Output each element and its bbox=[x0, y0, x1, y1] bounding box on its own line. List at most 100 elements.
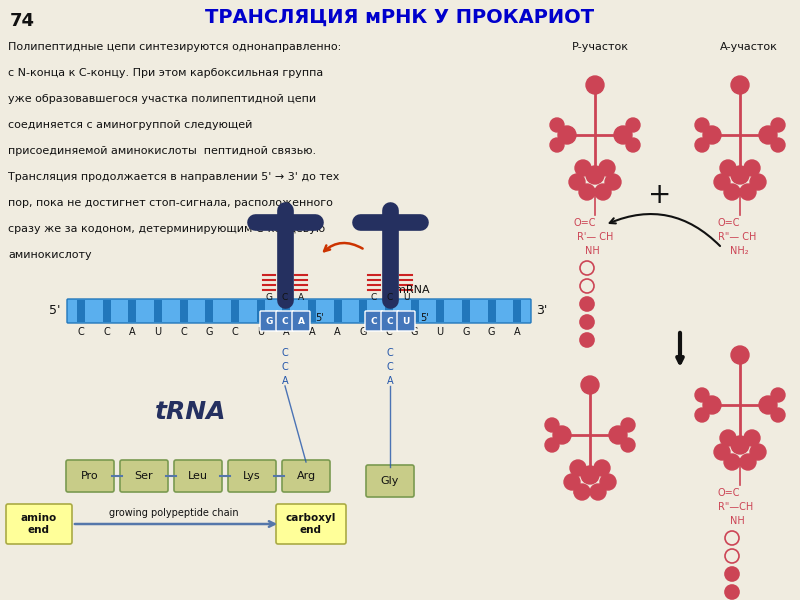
Bar bbox=[513, 300, 521, 322]
Text: NH: NH bbox=[730, 516, 745, 526]
Circle shape bbox=[750, 174, 766, 190]
Bar bbox=[410, 300, 418, 322]
Circle shape bbox=[731, 436, 749, 454]
Circle shape bbox=[550, 138, 564, 152]
Text: G: G bbox=[266, 317, 273, 325]
Text: U: U bbox=[437, 327, 444, 337]
Text: A: A bbox=[283, 327, 290, 337]
Circle shape bbox=[621, 438, 635, 452]
Text: O: O bbox=[591, 188, 599, 198]
Circle shape bbox=[581, 466, 599, 484]
Text: OH: OH bbox=[573, 488, 591, 498]
Text: A: A bbox=[386, 376, 394, 386]
Circle shape bbox=[570, 460, 586, 476]
Text: A: A bbox=[334, 327, 341, 337]
Text: C: C bbox=[386, 362, 394, 372]
Circle shape bbox=[600, 474, 616, 490]
Circle shape bbox=[705, 398, 719, 412]
Text: tRNA: tRNA bbox=[155, 400, 226, 424]
Text: 5': 5' bbox=[315, 313, 324, 323]
FancyBboxPatch shape bbox=[381, 311, 399, 331]
FancyBboxPatch shape bbox=[260, 311, 278, 331]
Circle shape bbox=[558, 126, 576, 144]
Circle shape bbox=[594, 460, 610, 476]
Circle shape bbox=[703, 396, 721, 414]
Text: 3': 3' bbox=[536, 304, 547, 317]
Text: C: C bbox=[282, 317, 288, 325]
Text: соединяется с аминогруппой следующей: соединяется с аминогруппой следующей bbox=[8, 120, 252, 130]
Text: Pro: Pro bbox=[81, 471, 99, 481]
Text: O: O bbox=[736, 458, 744, 468]
Text: R"— CH: R"— CH bbox=[718, 232, 756, 242]
Text: C: C bbox=[387, 293, 393, 302]
Text: A: A bbox=[298, 293, 304, 302]
Circle shape bbox=[759, 126, 777, 144]
FancyBboxPatch shape bbox=[228, 460, 276, 492]
Text: Leu: Leu bbox=[188, 471, 208, 481]
Bar bbox=[77, 300, 85, 322]
Bar bbox=[102, 300, 110, 322]
Circle shape bbox=[761, 128, 775, 142]
Circle shape bbox=[720, 430, 736, 446]
Text: C: C bbox=[78, 327, 84, 337]
Circle shape bbox=[720, 160, 736, 176]
FancyBboxPatch shape bbox=[120, 460, 168, 492]
Bar bbox=[179, 300, 187, 322]
Circle shape bbox=[732, 167, 748, 183]
Circle shape bbox=[771, 408, 785, 422]
Circle shape bbox=[553, 426, 571, 444]
Circle shape bbox=[705, 128, 719, 142]
FancyBboxPatch shape bbox=[67, 299, 531, 323]
Circle shape bbox=[545, 438, 559, 452]
Text: G: G bbox=[462, 327, 470, 337]
Bar bbox=[154, 300, 162, 322]
Circle shape bbox=[761, 398, 775, 412]
Circle shape bbox=[574, 484, 590, 500]
FancyBboxPatch shape bbox=[6, 504, 72, 544]
Text: A: A bbox=[514, 327, 521, 337]
Text: 5': 5' bbox=[420, 313, 429, 323]
Circle shape bbox=[580, 297, 594, 311]
Text: carboxyl
end: carboxyl end bbox=[286, 513, 336, 535]
Text: mRNA: mRNA bbox=[395, 285, 430, 295]
Circle shape bbox=[695, 408, 709, 422]
Bar bbox=[282, 300, 290, 322]
FancyBboxPatch shape bbox=[66, 460, 114, 492]
Text: сразу же за кодоном, детерминирующим С-концевую: сразу же за кодоном, детерминирующим С-к… bbox=[8, 224, 325, 234]
Bar bbox=[205, 300, 213, 322]
FancyBboxPatch shape bbox=[397, 311, 415, 331]
Text: уже образовавшегося участка полипептидной цепи: уже образовавшегося участка полипептидно… bbox=[8, 94, 316, 104]
Bar bbox=[487, 300, 495, 322]
Circle shape bbox=[590, 484, 606, 500]
Circle shape bbox=[614, 126, 632, 144]
Circle shape bbox=[744, 160, 760, 176]
Circle shape bbox=[740, 184, 756, 200]
Text: A: A bbox=[282, 376, 288, 386]
FancyBboxPatch shape bbox=[292, 311, 310, 331]
Text: U: U bbox=[257, 327, 264, 337]
Text: C: C bbox=[231, 327, 238, 337]
Circle shape bbox=[771, 388, 785, 402]
Text: Трансляция продолжается в направлении 5' → 3' до тех: Трансляция продолжается в направлении 5'… bbox=[8, 172, 339, 182]
Circle shape bbox=[616, 128, 630, 142]
Circle shape bbox=[714, 444, 730, 460]
Circle shape bbox=[695, 118, 709, 132]
Text: Полипептидные цепи синтезируются однонаправленно:: Полипептидные цепи синтезируются однонап… bbox=[8, 42, 342, 52]
Circle shape bbox=[586, 166, 604, 184]
Circle shape bbox=[564, 474, 580, 490]
Text: NH₂: NH₂ bbox=[730, 246, 749, 256]
Circle shape bbox=[731, 346, 749, 364]
Text: C: C bbox=[386, 348, 394, 358]
Text: аминокислоту: аминокислоту bbox=[8, 250, 92, 260]
Bar bbox=[462, 300, 470, 322]
Text: A: A bbox=[298, 317, 305, 325]
Bar bbox=[231, 300, 239, 322]
Circle shape bbox=[579, 184, 595, 200]
Circle shape bbox=[586, 76, 604, 94]
FancyBboxPatch shape bbox=[365, 311, 383, 331]
Text: C: C bbox=[180, 327, 187, 337]
FancyBboxPatch shape bbox=[276, 311, 294, 331]
Text: R"—CH: R"—CH bbox=[718, 502, 754, 512]
Text: C: C bbox=[370, 317, 378, 325]
Circle shape bbox=[731, 166, 749, 184]
